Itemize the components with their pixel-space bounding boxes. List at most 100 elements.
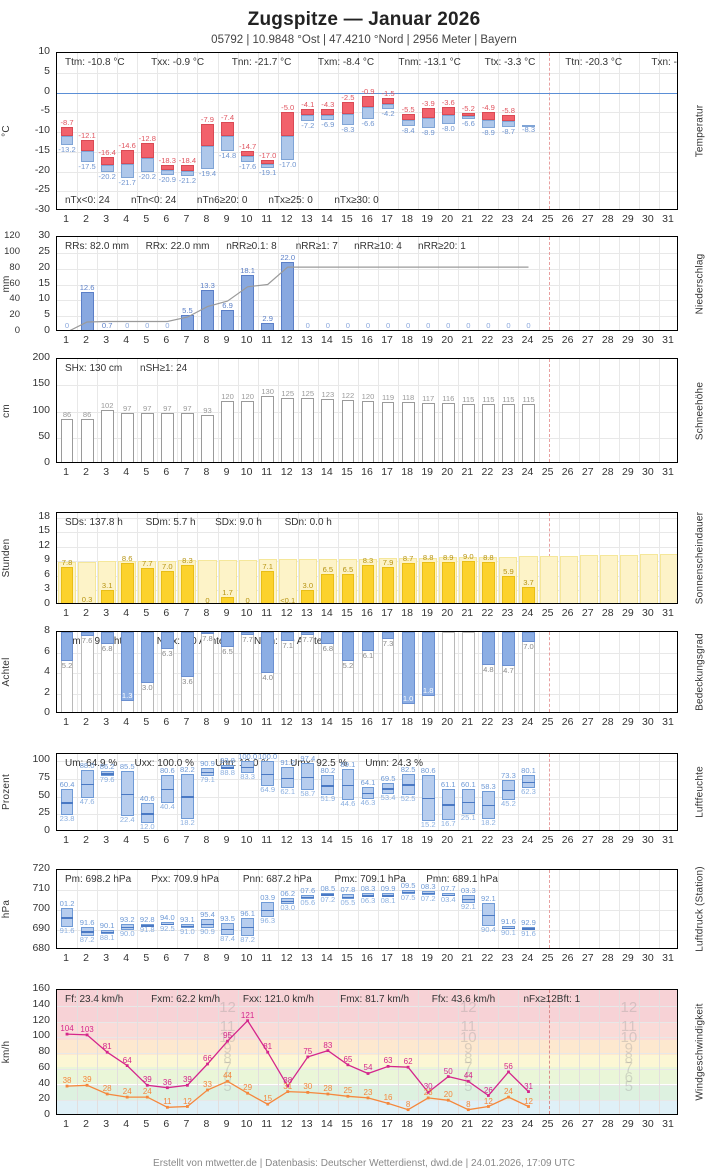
gridline-vertical [257, 870, 259, 948]
gridline-vertical [137, 359, 139, 462]
gridline-vertical [638, 53, 640, 209]
pressure-mean-line [381, 895, 395, 897]
gridline-vertical [518, 359, 520, 462]
stat-label: Txm: -8.4 °C [317, 57, 375, 68]
y-axis-tick: 8 [44, 624, 50, 636]
cloud-value: 3.6 [182, 677, 193, 687]
pressure-min-value: 90.4 [480, 924, 496, 934]
cloud-bar-fill [100, 632, 114, 645]
cloud-value: 7.3 [382, 639, 394, 649]
gridline-vertical [157, 359, 159, 462]
sunshine-value: 7.9 [382, 557, 394, 567]
humidity-mean-line [261, 773, 275, 775]
humidity-max-value: 100.0 [238, 753, 258, 762]
pressure-max-value: 08.3 [360, 884, 376, 894]
x-axis-tick: 25 [541, 952, 554, 964]
humidity-min-value: 18.2 [180, 818, 195, 828]
x-axis-tick: 24 [521, 334, 534, 346]
cloud-bar-fill [221, 632, 234, 648]
pressure-max-value: 90.1 [99, 920, 115, 930]
snow-bar [201, 415, 214, 462]
precip-value: 0 [345, 321, 351, 330]
x-axis-tick: 20 [441, 834, 454, 846]
current-date-marker [548, 359, 551, 462]
y-axis-tick-secondary: 0 [14, 325, 20, 336]
gridline-vertical [618, 754, 620, 830]
gridline-vertical [618, 632, 620, 712]
x-axis-tick: 22 [481, 466, 494, 478]
y-axis-tick: 20 [38, 260, 50, 273]
beaufort-scale-number: 7 [223, 1059, 232, 1077]
x-axis-tick: 1 [63, 213, 69, 225]
gridline-vertical [137, 53, 139, 209]
pressure-min-value: 07.2 [320, 894, 336, 904]
gridline-vertical [458, 870, 460, 948]
temp-min-value: -6.9 [321, 119, 335, 129]
gridline-vertical [177, 870, 179, 948]
gridline-vertical [137, 237, 139, 330]
pressure-mean-line [481, 914, 495, 916]
x-axis-tick: 8 [203, 716, 210, 728]
humidity-box [201, 767, 214, 776]
x-axis-tick: 11 [261, 716, 273, 728]
gridline-vertical [578, 632, 580, 712]
x-axis-tick: 15 [341, 716, 353, 728]
snow-bar [261, 395, 275, 462]
humidity-max-value: 93.8 [220, 756, 235, 766]
sunshine-value: 8.8 [483, 553, 494, 563]
stat-label: SDx: 9.0 h [215, 517, 262, 528]
x-axis-tick: 29 [621, 213, 634, 225]
pressure-box [120, 923, 134, 930]
snow-value: 93 [203, 406, 212, 416]
temp-max-value: -17.0 [259, 150, 277, 160]
stat-label: Pm: 698.2 hPa [65, 874, 132, 885]
x-axis-tick: 13 [300, 1118, 313, 1130]
pressure-box [261, 902, 275, 918]
cloud-bar-fill [281, 632, 295, 642]
humidity-min-value: 15.2 [420, 820, 436, 830]
gridline-vertical [418, 513, 420, 603]
snow-bar [341, 399, 355, 462]
sunshine-bar [441, 561, 455, 603]
y-axis-tick: 0 [44, 84, 50, 97]
y-axis-tick: 0 [44, 456, 50, 468]
y-axis-tick: 20 [38, 1092, 50, 1105]
x-axis-tick: 21 [461, 213, 474, 225]
x-axis-tick: 28 [601, 834, 614, 846]
x-axis-tick: 2 [83, 466, 90, 478]
daylength-band [579, 555, 598, 603]
temp-max-value: -14.6 [118, 141, 136, 151]
y-axis-tick: 5 [44, 308, 50, 321]
pressure-max-value: 03.9 [260, 893, 276, 903]
panel-label-temperatur: Temperatur [694, 104, 706, 158]
x-axis-tick: 15 [341, 466, 353, 478]
x-axis-tick: 22 [481, 334, 494, 346]
plot-area-niederschlag: RRs: 82.0 mm RRx: 22.0 mm nRR≥0.1: 8 nRR≥1:… [56, 236, 678, 331]
pressure-min-value: 88.1 [99, 932, 115, 942]
x-axis-tick: 3 [103, 607, 110, 619]
gridline-vertical [117, 237, 119, 330]
wind-gust-value: 50 [443, 1066, 453, 1076]
x-axis-tick: 10 [240, 607, 253, 619]
gridline-vertical [97, 754, 99, 830]
pressure-min-value: 05.5 [340, 898, 356, 907]
x-axis-tick: 19 [421, 834, 434, 846]
temp-max-bar [341, 102, 355, 114]
pressure-min-value: 03.4 [440, 894, 456, 904]
gridline-vertical [658, 359, 660, 462]
precip-value: 0 [125, 321, 130, 330]
x-axis-tick: 9 [223, 607, 230, 619]
x-axis-tick: 31 [662, 607, 674, 619]
gridline-vertical [638, 237, 640, 330]
snow-value: 118 [402, 393, 415, 403]
gridline-vertical [598, 870, 600, 948]
cloud-value: 6.5 [222, 647, 233, 657]
gridline-vertical [117, 990, 119, 1114]
pressure-max-value: 91.6 [79, 917, 95, 927]
temp-max-bar [361, 96, 375, 108]
gridline-vertical [337, 359, 339, 462]
gridline-vertical [658, 870, 660, 948]
gridline-vertical [177, 754, 179, 830]
wind-gust-value: 64 [122, 1055, 132, 1065]
pressure-min-value: 07.2 [420, 894, 436, 903]
